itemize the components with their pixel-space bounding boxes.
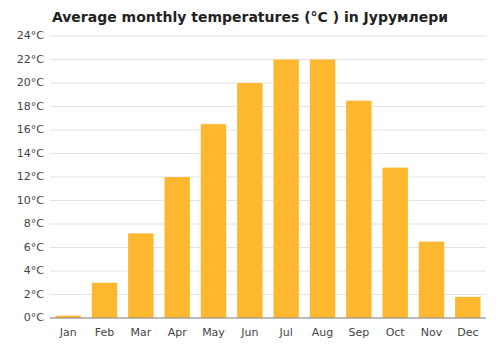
bar xyxy=(455,297,480,318)
bar xyxy=(201,124,226,318)
grid-line xyxy=(50,36,486,37)
bar xyxy=(273,60,298,319)
bar xyxy=(419,242,444,318)
grid-line xyxy=(50,318,486,319)
grid xyxy=(50,36,486,318)
grid-line xyxy=(50,83,486,84)
y-tick-label: 16°C xyxy=(17,123,44,136)
x-tick-label: Jan xyxy=(59,326,77,339)
x-tick-label: Aug xyxy=(312,326,333,339)
grid-line xyxy=(50,106,486,107)
y-tick-label: 0°C xyxy=(24,311,44,324)
bar xyxy=(310,60,335,319)
bars xyxy=(55,60,480,319)
grid-line xyxy=(50,200,486,201)
chart: 0°C 2°C 4°C 6°C 8°C 10°C 12°C 14°C 16°C 18°C 20°C 2… xyxy=(0,0,500,350)
x-tick-label: Sep xyxy=(348,326,369,339)
x-tick-label: Jun xyxy=(240,326,258,339)
y-tick-label: 18°C xyxy=(17,100,44,113)
y-tick-label: 6°C xyxy=(24,241,44,254)
x-tick-label: Jul xyxy=(279,326,293,339)
y-tick-label: 10°C xyxy=(17,194,44,207)
y-tick-label: 22°C xyxy=(17,53,44,66)
x-axis: Jan Feb Mar Apr May Jun Jul Aug Sep Oct Nov Dec xyxy=(59,326,479,339)
x-tick-label: May xyxy=(202,326,225,339)
y-tick-label: 2°C xyxy=(24,288,44,301)
y-tick-label: 20°C xyxy=(17,76,44,89)
x-tick-label: Nov xyxy=(421,326,443,339)
x-tick-label: Apr xyxy=(168,326,188,339)
y-tick-label: 24°C xyxy=(17,29,44,42)
bar xyxy=(382,168,407,318)
grid-line xyxy=(50,130,486,131)
y-tick-label: 14°C xyxy=(17,147,44,160)
bar xyxy=(237,83,262,318)
bar xyxy=(164,177,189,318)
x-tick-label: Feb xyxy=(95,326,114,339)
page: {"chart_data": {"type": "bar", "title": … xyxy=(0,0,500,350)
y-axis: 0°C 2°C 4°C 6°C 8°C 10°C 12°C 14°C 16°C 18°C 20°C 2… xyxy=(17,29,44,324)
title: Average monthly temperatures (°C ) in Ју… xyxy=(52,9,448,25)
bar xyxy=(128,233,153,318)
grid-line xyxy=(50,224,486,225)
y-tick-label: 12°C xyxy=(17,170,44,183)
x-tick-label: Oct xyxy=(386,326,406,339)
y-tick-label: 8°C xyxy=(24,217,44,230)
grid-line xyxy=(50,153,486,154)
x-axis-line xyxy=(50,318,486,319)
y-tick-label: 4°C xyxy=(24,264,44,277)
x-tick-label: Mar xyxy=(130,326,151,339)
x-tick-label: Dec xyxy=(457,326,478,339)
grid-line xyxy=(50,59,486,60)
grid-line xyxy=(50,177,486,178)
bar xyxy=(346,101,371,318)
bar xyxy=(92,283,117,318)
